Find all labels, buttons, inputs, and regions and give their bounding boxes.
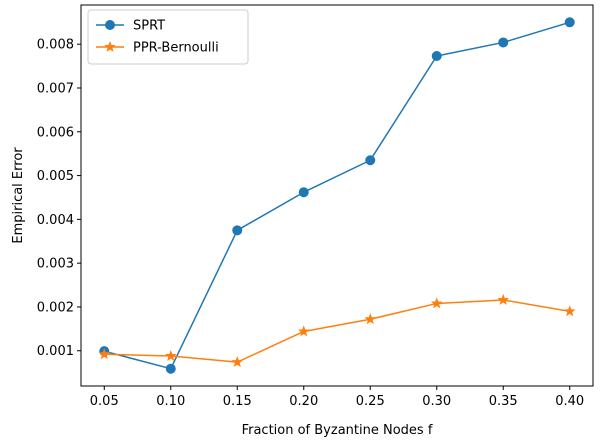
x-tick-label: 0.35 <box>489 394 518 409</box>
data-point-ppr-bernoulli <box>563 305 576 317</box>
x-axis: 0.05 0.10 0.15 0.20 0.25 0.30 0.35 0.40 <box>90 386 584 409</box>
plot-frame <box>80 4 594 387</box>
y-tick-label: 0.008 <box>37 38 74 53</box>
data-point-ppr-bernoulli <box>165 349 177 361</box>
x-tick-label: 0.30 <box>422 394 451 409</box>
legend-marker <box>104 40 116 52</box>
legend-box <box>87 9 249 65</box>
x-tick-label: 0.25 <box>356 394 385 409</box>
x-tick-label: 0.40 <box>555 394 584 409</box>
x-tick-label: 0.10 <box>156 394 185 409</box>
y-tick-label: 0.006 <box>37 125 74 140</box>
data-point-sprt <box>498 37 509 48</box>
data-point-ppr-bernoulli <box>430 297 443 309</box>
y-tick-label: 0.007 <box>37 81 74 96</box>
legend: SPRT PPR-Bernoulli <box>87 9 249 65</box>
data-point-ppr-bernoulli <box>231 356 244 368</box>
data-point-ppr-bernoulli <box>298 325 310 337</box>
data-point-ppr-bernoulli <box>364 313 376 325</box>
data-point-sprt <box>165 363 176 374</box>
legend-label: PPR-Bernoulli <box>133 41 219 56</box>
data-point-sprt <box>431 51 442 62</box>
x-tick-label: 0.05 <box>90 394 119 409</box>
data-point-ppr-bernoulli <box>98 348 111 360</box>
data-point-ppr-bernoulli <box>497 293 509 305</box>
y-tick-label: 0.004 <box>37 213 74 228</box>
legend-item-sprt: SPRT <box>96 19 165 34</box>
data-point-sprt <box>298 187 309 198</box>
series-line-sprt <box>104 21 570 370</box>
y-axis: 0.001 0.002 0.003 0.004 0.005 0.006 0.007 0.008 <box>37 38 81 359</box>
x-tick-label: 0.20 <box>289 394 318 409</box>
legend-item-ppr-bernoulli: PPR-Bernoulli <box>96 41 219 56</box>
data-point-sprt <box>232 225 243 236</box>
series-ppr-bernoulli <box>98 293 576 368</box>
y-tick-label: 0.003 <box>37 257 74 272</box>
data-point-sprt <box>365 155 376 166</box>
legend-label: SPRT <box>133 19 165 34</box>
x-tick-label: 0.15 <box>223 394 252 409</box>
y-axis-title: Empirical Error <box>11 147 26 244</box>
x-axis-title: Fraction of Byzantine Nodes f <box>242 423 433 438</box>
series-sprt <box>99 17 575 374</box>
legend-marker <box>105 20 115 30</box>
series-line-ppr-bernoulli <box>104 299 570 363</box>
data-point-sprt <box>564 17 575 28</box>
y-tick-label: 0.002 <box>37 300 74 315</box>
y-tick-label: 0.005 <box>37 169 74 184</box>
y-tick-label: 0.001 <box>37 344 74 359</box>
